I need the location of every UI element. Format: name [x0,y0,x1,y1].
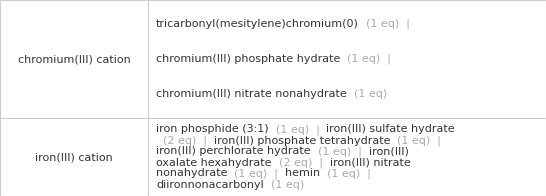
Text: (1 eq): (1 eq) [264,180,304,190]
Text: oxalate hexahydrate: oxalate hexahydrate [156,158,271,168]
Text: hemin: hemin [286,169,321,179]
Text: iron(III) nitrate: iron(III) nitrate [329,158,410,168]
Text: (1 eq)  |: (1 eq) | [340,54,391,64]
Text: chromium(III) phosphate hydrate: chromium(III) phosphate hydrate [156,54,340,64]
Text: (1 eq)  |: (1 eq) | [269,124,327,135]
Text: (1 eq)  |: (1 eq) | [311,146,369,157]
Text: tricarbonyl(mesitylene)chromium(0): tricarbonyl(mesitylene)chromium(0) [156,19,359,29]
Text: iron(III): iron(III) [369,146,408,156]
Text: (2 eq)  |: (2 eq) | [156,135,214,146]
Text: iron(III) phosphate tetrahydrate: iron(III) phosphate tetrahydrate [214,135,390,145]
Text: iron(III) cation: iron(III) cation [35,152,113,162]
Text: iron(III) sulfate hydrate: iron(III) sulfate hydrate [327,124,455,134]
Text: (2 eq)  |: (2 eq) | [271,157,329,168]
Text: iron phosphide (3:1): iron phosphide (3:1) [156,124,269,134]
Text: (1 eq)  |: (1 eq) | [228,168,286,179]
Text: iron(III) perchlorate hydrate: iron(III) perchlorate hydrate [156,146,311,156]
Text: chromium(III) nitrate nonahydrate: chromium(III) nitrate nonahydrate [156,89,347,99]
Text: (1 eq): (1 eq) [347,89,387,99]
Text: chromium(III) cation: chromium(III) cation [17,54,130,64]
Text: diironnonacarbonyl: diironnonacarbonyl [156,180,264,190]
Text: (1 eq)  |: (1 eq) | [321,168,371,179]
Text: (1 eq)  |: (1 eq) | [359,18,410,29]
Text: (1 eq)  |: (1 eq) | [390,135,441,146]
Text: nonahydrate: nonahydrate [156,169,228,179]
